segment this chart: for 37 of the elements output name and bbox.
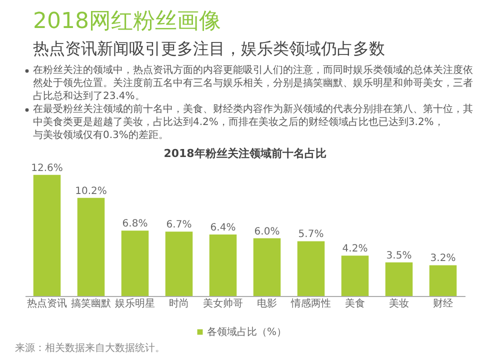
data-label: 10.2%	[75, 186, 107, 197]
x-tick-label: 美食	[345, 298, 365, 310]
bar	[209, 234, 237, 296]
x-tick-label: 情感两性	[290, 298, 331, 310]
x-tick-label: 美妆	[389, 298, 409, 310]
bar	[77, 198, 105, 296]
text: 热点资讯新闻吸引更多注目，娱乐类领域仍占多数	[33, 39, 385, 58]
source-note: 来源：相关数据来自大数据统计。	[15, 342, 165, 354]
x-tick-label: 美女帅哥	[203, 298, 243, 310]
data-label: 6.0%	[254, 226, 280, 238]
text: 在最受粉丝关注领域的前十名中，美食、财经类内容作为新兴领域的代表分别排在第八、第十位，其中美食类更是超越了美妆，占比达到4.2%，而排在美妆之后的财经领域占比也已达到3.2%，与美妆领域仅有0.3%的差距。	[33, 103, 473, 141]
bar	[341, 256, 369, 296]
legend-label: 各领域占比（%）	[207, 326, 287, 338]
x-tick-label: 娱乐明星	[115, 298, 155, 310]
data-label: 5.7%	[298, 229, 324, 240]
x-tick-label: 财经	[433, 298, 453, 310]
data-label: 4.2%	[342, 244, 368, 255]
text: 在粉丝关注的领域中，热点资讯方面的内容更能吸引人们的注意，而同时娱乐类领域的总体关注度依然处于领先位置。关注度前五名中有三名与娱乐相关，分别是搞笑幽默、娱乐明星和帅哥美女，三者占比总和达到了23.4%。	[33, 64, 473, 102]
bar	[33, 174, 61, 296]
text: 2018网红粉丝画像	[33, 9, 221, 34]
data-label: 6.4%	[210, 222, 236, 234]
data-label: 6.7%	[166, 220, 192, 231]
bar	[121, 230, 149, 296]
bar	[429, 265, 457, 296]
x-tick-label: 热点资讯	[27, 298, 67, 310]
bar	[297, 241, 325, 296]
bar	[385, 262, 413, 296]
bar	[253, 238, 281, 296]
data-label: 12.6%	[31, 162, 63, 174]
x-tick-label: 电影	[257, 298, 277, 310]
data-label: 3.5%	[386, 250, 412, 262]
x-tick-label: 搞笑幽默	[71, 298, 111, 310]
data-label: 3.2%	[430, 253, 456, 264]
data-label: 6.8%	[122, 218, 148, 230]
chart-title: 2018年粉丝关注领域前十名占比	[164, 146, 326, 160]
x-tick-label: 时尚	[169, 298, 189, 310]
bar	[165, 232, 193, 296]
